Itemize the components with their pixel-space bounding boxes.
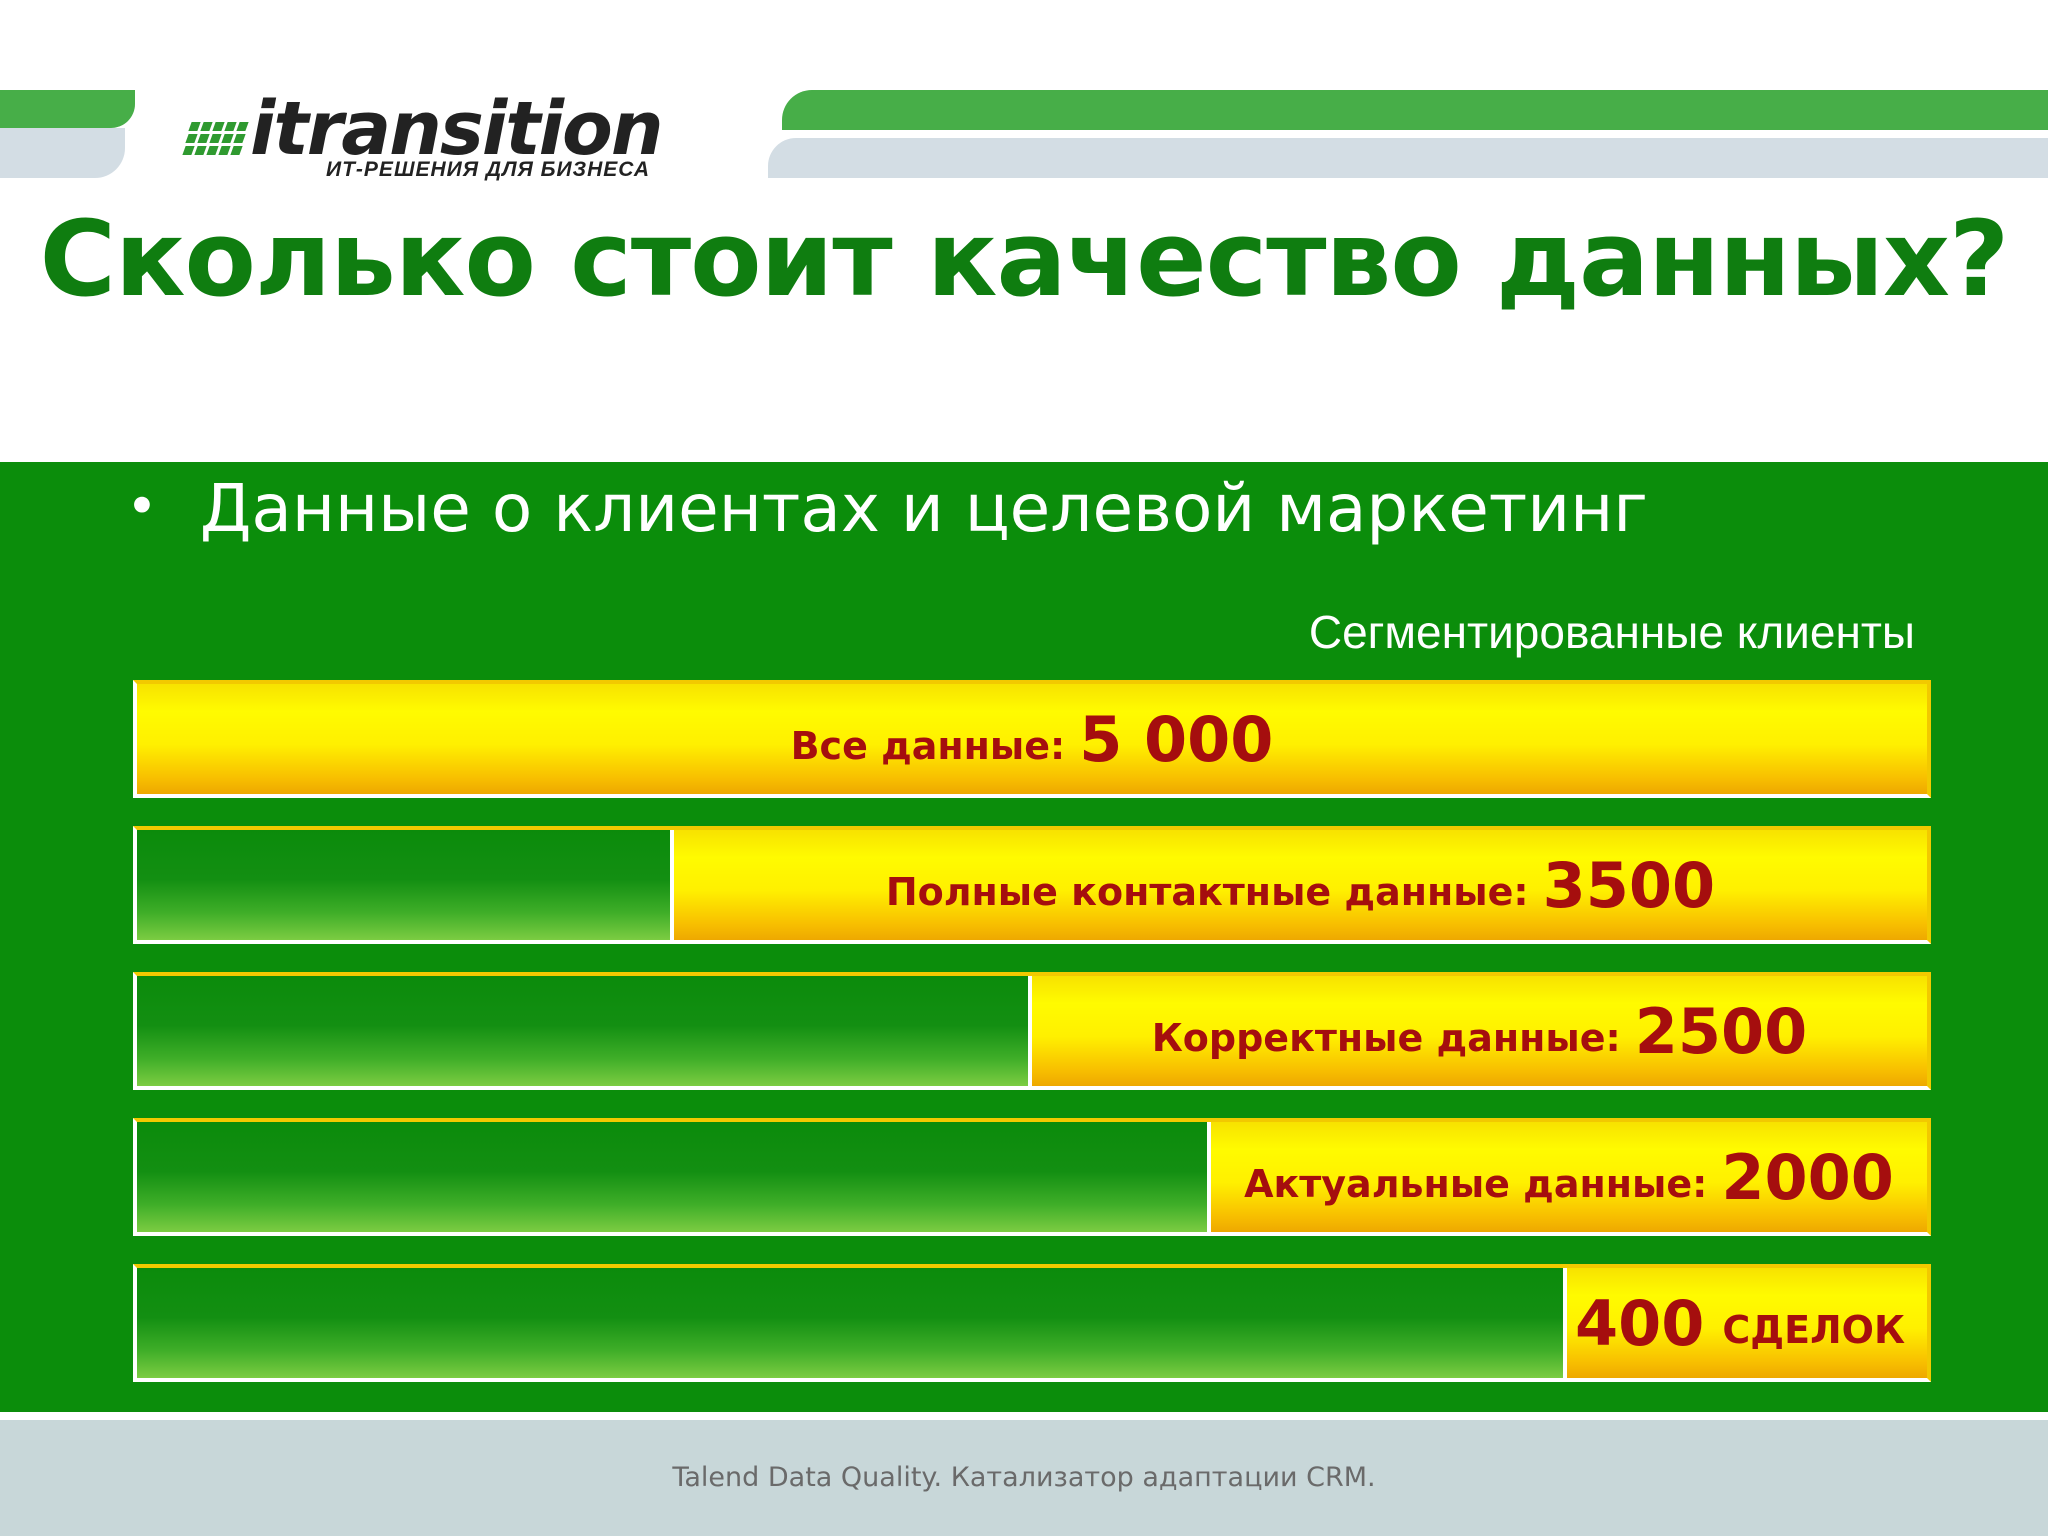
segment-bar: Полные контактные данные: 3500 xyxy=(133,826,1931,944)
segment-category: СДЕЛОК xyxy=(1722,1308,1906,1352)
slide-title: Сколько стоит качество данных? xyxy=(39,198,2010,320)
segment-bar-fill xyxy=(1563,1268,1927,1378)
segment-bar: 400 СДЕЛОК xyxy=(133,1264,1931,1382)
segment-bar-fill xyxy=(1028,976,1927,1086)
header-stripe-right xyxy=(782,90,2048,130)
header-stripe-left xyxy=(0,90,135,128)
segment-value: 2000 xyxy=(1721,1140,1894,1214)
segment-bar-remainder xyxy=(137,830,674,940)
segment-bar: Все данные: 5 000 xyxy=(133,680,1931,798)
segment-value: 400 xyxy=(1574,1286,1705,1360)
logo-dots-icon xyxy=(182,116,254,156)
segment-value: 3500 xyxy=(1542,848,1716,922)
chart-title: Сегментированные клиенты xyxy=(1308,606,1915,658)
segment-bar-label: 400 СДЕЛОК xyxy=(1567,1268,1927,1378)
segment-category: Актуальные данные: xyxy=(1244,1162,1708,1206)
header-stripe-left-gray xyxy=(0,128,125,178)
segment-bar-remainder xyxy=(137,976,1032,1086)
segment-bar-fill xyxy=(137,684,1927,794)
segment-category: Полные контактные данные: xyxy=(885,870,1529,914)
itransition-logo: itransition ИТ-РЕШЕНИЯ ДЛЯ БИЗНЕСА xyxy=(182,86,710,184)
bullet-item: • Данные о клиентах и целевой маркетинг xyxy=(126,470,1648,547)
segment-bar-remainder xyxy=(137,1122,1211,1232)
footer-text: Talend Data Quality. Катализатор адаптац… xyxy=(672,1462,1376,1493)
segment-bar-label: Корректные данные: 2500 xyxy=(1032,976,1927,1086)
segment-bar-fill xyxy=(1207,1122,1927,1232)
segment-bar: Актуальные данные: 2000 xyxy=(133,1118,1931,1236)
bullet-text: Данные о клиентах и целевой маркетинг xyxy=(199,470,1648,547)
segment-bar-label: Полные контактные данные: 3500 xyxy=(674,830,1927,940)
logo-tagline: ИТ-РЕШЕНИЯ ДЛЯ БИЗНЕСА xyxy=(326,158,651,181)
segment-bar-label: Актуальные данные: 2000 xyxy=(1211,1122,1927,1232)
segment-value: 2500 xyxy=(1634,994,1808,1068)
segment-bar-fill xyxy=(670,830,1927,940)
segment-category: Все данные: xyxy=(790,724,1066,768)
segment-category: Корректные данные: xyxy=(1151,1016,1621,1060)
segment-bar: Корректные данные: 2500 xyxy=(133,972,1931,1090)
footer-bar xyxy=(0,1420,2048,1536)
bullet-dot-icon: • xyxy=(126,475,158,538)
segment-bar-label: Все данные: 5 000 xyxy=(137,684,1927,794)
logo-wordmark: itransition xyxy=(250,86,664,172)
segment-value: 5 000 xyxy=(1079,702,1274,776)
segment-bar-remainder xyxy=(137,1268,1567,1378)
header-stripe-right-gray xyxy=(768,138,2048,178)
